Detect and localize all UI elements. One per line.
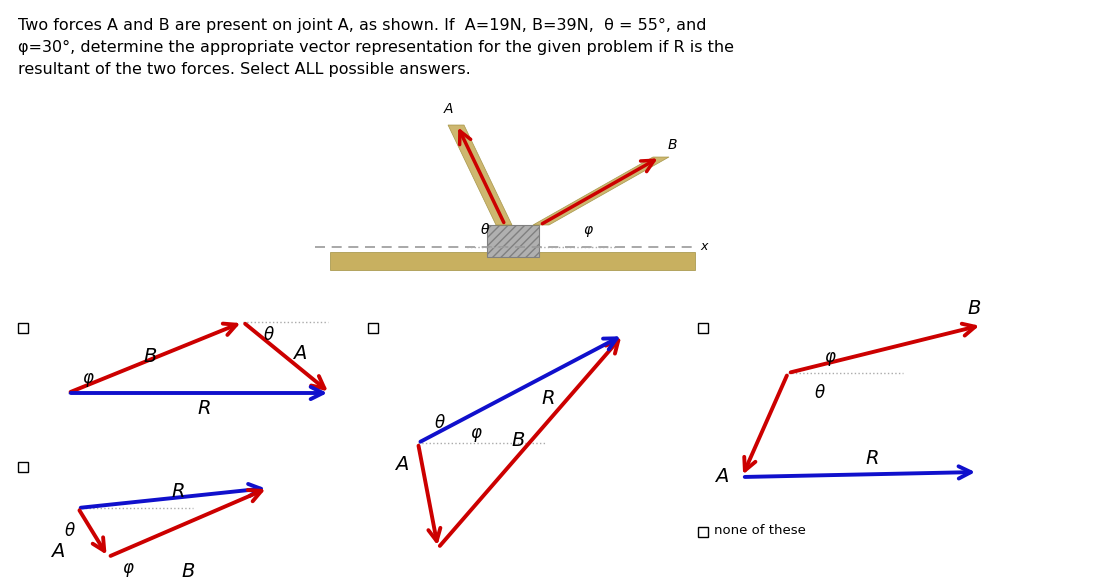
- Text: $\varphi$: $\varphi$: [824, 350, 837, 368]
- Text: $A$: $A$: [293, 345, 308, 363]
- Bar: [18, 462, 28, 472]
- Text: $\varphi$: $\varphi$: [82, 371, 94, 389]
- Text: $x$: $x$: [700, 240, 710, 253]
- Text: Two forces A and B are present on joint A, as shown. If  A=19N, B=39N,  θ = 55°,: Two forces A and B are present on joint …: [18, 18, 707, 33]
- Polygon shape: [487, 225, 539, 257]
- Text: $B$: $B$: [142, 348, 157, 366]
- Text: $\theta$: $\theta$: [814, 384, 826, 402]
- Text: none of these: none of these: [714, 524, 806, 537]
- Polygon shape: [330, 252, 696, 270]
- Text: $B$: $B$: [967, 300, 981, 318]
- Text: $A$: $A$: [51, 543, 65, 561]
- Text: $R$: $R$: [541, 390, 555, 408]
- Text: $R$: $R$: [171, 483, 184, 501]
- Text: $A$: $A$: [444, 102, 455, 116]
- Polygon shape: [533, 157, 669, 225]
- Text: $R$: $R$: [198, 400, 211, 418]
- Text: φ=30°, determine the appropriate vector representation for the given problem if : φ=30°, determine the appropriate vector …: [18, 40, 734, 55]
- Text: resultant of the two forces. Select ALL possible answers.: resultant of the two forces. Select ALL …: [18, 62, 470, 77]
- Text: $R$: $R$: [866, 450, 879, 468]
- Text: $\varphi$: $\varphi$: [583, 224, 594, 239]
- Text: $A$: $A$: [394, 456, 410, 474]
- Polygon shape: [448, 125, 512, 225]
- Bar: [698, 527, 708, 537]
- Bar: [698, 323, 708, 333]
- Text: $B$: $B$: [667, 138, 678, 152]
- Text: $\theta$: $\theta$: [480, 222, 490, 237]
- Bar: [368, 323, 378, 333]
- Text: $\varphi$: $\varphi$: [469, 426, 482, 444]
- Text: $\theta$: $\theta$: [64, 522, 76, 540]
- Bar: [18, 323, 28, 333]
- Text: $B$: $B$: [181, 563, 195, 581]
- Text: $\varphi$: $\varphi$: [121, 561, 135, 579]
- Text: $A$: $A$: [714, 468, 730, 486]
- Text: $B$: $B$: [511, 432, 526, 450]
- Text: $\theta$: $\theta$: [263, 326, 275, 344]
- Text: $\theta$: $\theta$: [434, 414, 446, 432]
